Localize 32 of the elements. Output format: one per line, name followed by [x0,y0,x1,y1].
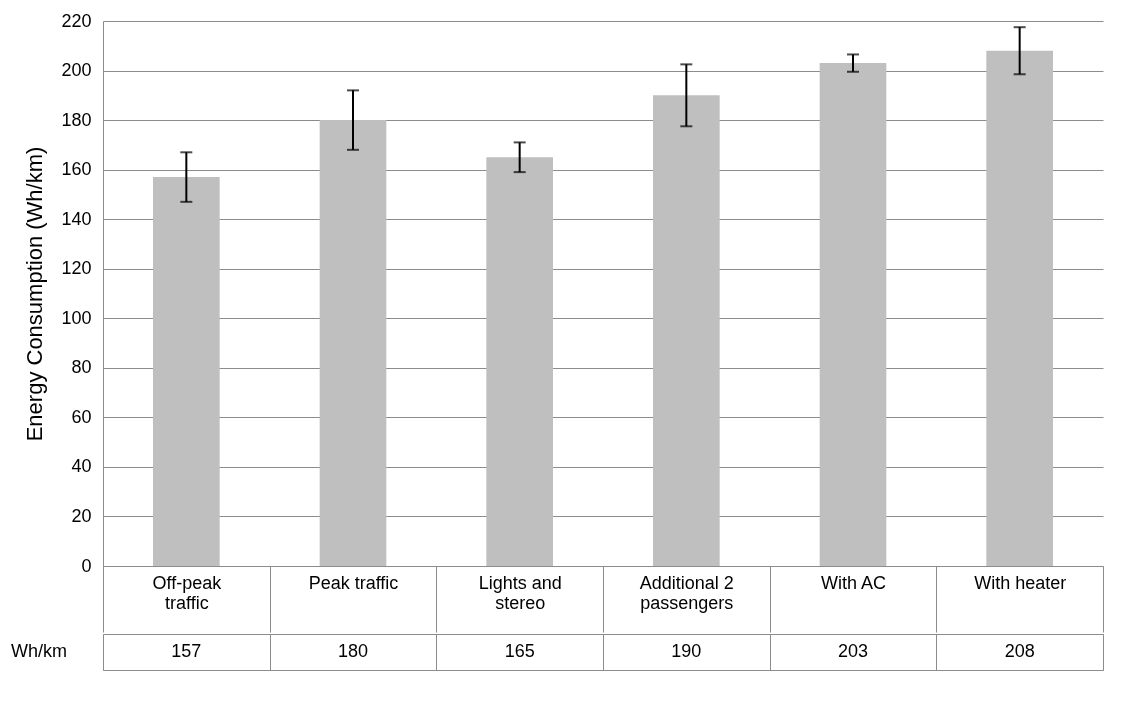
bar [819,63,887,566]
data-label: 165 [504,641,535,661]
x-tick-label: With AC [820,572,887,593]
y-tick-label: 120 [61,258,92,279]
data-label: 180 [337,641,369,661]
y-tick-label: 60 [71,406,92,427]
text: Wh/km [11,641,67,661]
y-tick-label: 0 [81,555,92,576]
data-label: 203 [837,641,869,661]
data-label: 208 [1004,641,1035,661]
x-tick-label: Off-peak traffic [152,572,223,613]
data-label: 190 [671,641,702,661]
bar [486,157,553,566]
y-tick-label: 100 [61,307,92,328]
y-tick-label: 40 [71,456,92,477]
y-tick-label: 140 [61,208,92,229]
bar [153,177,220,566]
y-tick-label: 180 [61,109,92,130]
data-label: 157 [171,641,202,661]
x-tick-label: Additional 2 passengers [639,572,734,613]
y-tick-label: 20 [71,505,92,526]
bar [319,120,387,566]
y-tick-label: 160 [61,159,92,180]
x-tick-label: With heater [974,572,1067,593]
bar [653,95,720,566]
y-tick-label: 80 [71,357,92,378]
bar [986,50,1053,566]
y-tick-label: 220 [61,10,92,31]
x-tick-label: Peak traffic [308,572,399,593]
x-tick-label: Lights and stereo [478,572,562,613]
y-tick-label: 200 [61,60,92,81]
y-axis-title: Energy Consumption (Wh/km) [22,146,48,442]
